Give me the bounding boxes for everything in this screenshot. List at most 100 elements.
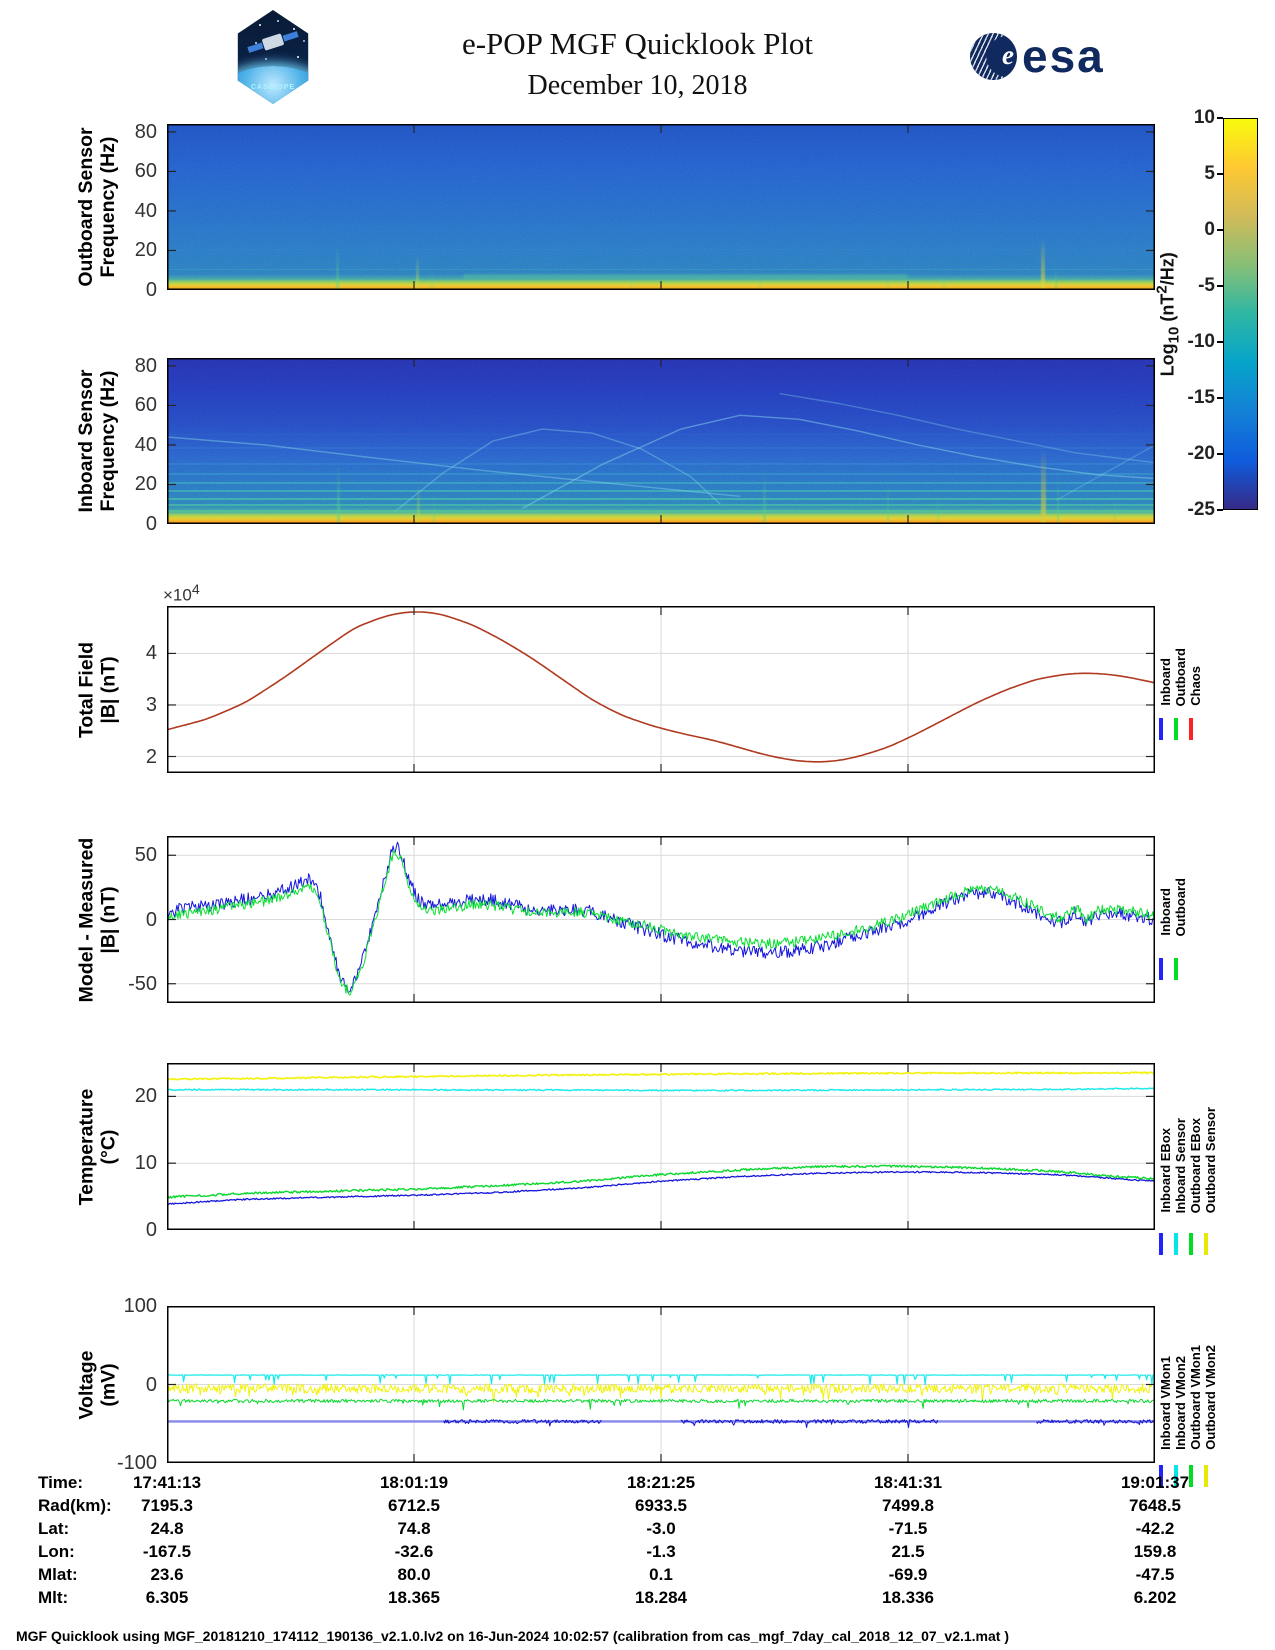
colorbar-tick-label: -15 xyxy=(1187,387,1215,408)
interference-line xyxy=(167,498,1155,501)
interference-line xyxy=(167,268,1155,271)
table-row-label: Lon: xyxy=(38,1542,75,1561)
burst-streak xyxy=(430,270,433,290)
patch-stars xyxy=(247,18,249,20)
y-tick-label: 0 xyxy=(145,279,157,301)
panel-model-minus-measured xyxy=(167,836,1155,1003)
y-tick-label: 20 xyxy=(134,473,157,496)
colorbar-tick-label: 0 xyxy=(1204,219,1215,240)
burst-streak xyxy=(758,276,761,290)
legend-marker xyxy=(1159,958,1163,980)
table-cell: -71.5 xyxy=(888,1519,928,1538)
y-tick-label: 40 xyxy=(134,199,157,222)
table-cell: 18.284 xyxy=(635,1588,687,1607)
legend-marker xyxy=(1174,958,1178,980)
legend-label: Chaos xyxy=(1188,666,1203,706)
y-tick-label: 100 xyxy=(123,1295,157,1317)
legend-label: Inboard Sensor xyxy=(1173,1117,1188,1213)
interference-line xyxy=(167,473,1155,475)
burst-streak xyxy=(336,245,340,290)
legend-label: Outboard VMon1 xyxy=(1188,1345,1203,1450)
legend-label: Outboard Sensor xyxy=(1203,1106,1218,1213)
colorbar-tick-mark xyxy=(1217,397,1223,399)
table-cell: -47.5 xyxy=(1135,1565,1175,1584)
colorbar-tick-label: -20 xyxy=(1187,443,1215,464)
legend-label: Inboard xyxy=(1158,888,1173,936)
table-cell: 0.1 xyxy=(649,1565,673,1584)
table-row-label: Mlt: xyxy=(38,1588,69,1607)
legend-model-minus-measured: Inboard Outboard xyxy=(1158,844,1228,937)
y-tick-label: 0 xyxy=(145,513,157,535)
burst-streak xyxy=(1040,449,1046,524)
footer-note: MGF Quicklook using MGF_20181210_174112_… xyxy=(16,1628,1010,1644)
colorbar-tick-mark xyxy=(1217,453,1223,455)
y-tick-label: 0 xyxy=(145,1373,157,1396)
table-row-label: Time: xyxy=(38,1473,84,1492)
legend-label: Outboard xyxy=(1173,647,1188,707)
y-tick-label: 80 xyxy=(134,120,157,143)
panel-total-field xyxy=(167,606,1155,773)
interference-line xyxy=(167,447,1155,449)
colorbar-tick-label: 10 xyxy=(1193,107,1215,128)
table-cell: 18.336 xyxy=(882,1588,934,1607)
series-inboard xyxy=(167,841,1155,994)
burst-streak xyxy=(887,479,890,524)
y-tick-label: 2 xyxy=(145,745,157,768)
table-cell: -1.3 xyxy=(646,1542,676,1561)
temperature-chart xyxy=(167,1063,1155,1230)
table-cell: -3.0 xyxy=(646,1519,676,1538)
colorbar-tick-mark xyxy=(1217,173,1223,175)
colorbar-tick-label: -5 xyxy=(1198,275,1215,296)
series-inboard-sensor xyxy=(167,1087,1155,1092)
interference-line xyxy=(167,249,1155,251)
total-field-chart xyxy=(167,606,1155,773)
panel-inboard-sensor-spectrogram xyxy=(167,358,1155,524)
table-cell: 23.6 xyxy=(150,1565,184,1584)
interference-line xyxy=(167,504,1155,507)
interference-line xyxy=(167,463,1155,465)
spectrogram-noise-texture xyxy=(167,124,1155,290)
burst-streak xyxy=(763,469,767,524)
legend-marker xyxy=(1174,718,1178,740)
legend-label: Inboard VMon2 xyxy=(1173,1356,1188,1450)
y-tick-label: 50 xyxy=(134,844,157,867)
burst-streak xyxy=(1055,266,1058,290)
legend-label: Inboard EBox xyxy=(1158,1128,1173,1213)
y-tick-label: 3 xyxy=(145,693,157,716)
title-block: e-POP MGF Quicklook Plot December 10, 20… xyxy=(0,26,1275,102)
table-cell: 24.8 xyxy=(150,1519,184,1538)
series-outboard-ebox xyxy=(167,1164,1155,1199)
y-tick-label: 60 xyxy=(134,160,157,183)
interference-line xyxy=(167,433,1155,436)
burst-streak xyxy=(337,464,341,524)
y-tick-label: 40 xyxy=(134,433,157,456)
table-cell: -42.2 xyxy=(1135,1519,1175,1538)
table-cell: -32.6 xyxy=(394,1542,434,1561)
y-tick-label: 0 xyxy=(145,908,157,931)
spectrogram-axes xyxy=(167,124,1155,290)
y-tick-label: -100 xyxy=(116,1452,157,1474)
panel-outboard-sensor-spectrogram xyxy=(167,124,1155,290)
table-cell: 7648.5 xyxy=(1129,1496,1181,1515)
table-cell: 6.202 xyxy=(1133,1588,1177,1607)
colorbar-tick-mark xyxy=(1217,341,1223,343)
series-outboard xyxy=(167,849,1155,996)
burst-streak xyxy=(936,494,939,524)
legend-marker xyxy=(1159,1465,1163,1487)
table-cell: 6933.5 xyxy=(635,1496,687,1515)
burst-streak xyxy=(1114,499,1117,524)
voltage-chart xyxy=(167,1306,1155,1463)
table-cell: 18:21:25 xyxy=(626,1473,696,1492)
table-row-label: Mlat: xyxy=(38,1565,78,1584)
series-inboard-vmon1 xyxy=(443,1419,1155,1428)
spectrogram-noise-texture xyxy=(167,358,1155,524)
legend-marker xyxy=(1159,1233,1163,1255)
y-tick-label: 0 xyxy=(145,1219,157,1241)
spectrogram-axes xyxy=(167,358,1155,524)
table-row-label: Rad(km): xyxy=(38,1496,112,1515)
table-cell: 6712.5 xyxy=(388,1496,440,1515)
y-tick-label: 60 xyxy=(134,394,157,417)
series-outboard-vmon1 xyxy=(167,1398,1155,1411)
colorbar-tick-mark xyxy=(1217,117,1223,119)
